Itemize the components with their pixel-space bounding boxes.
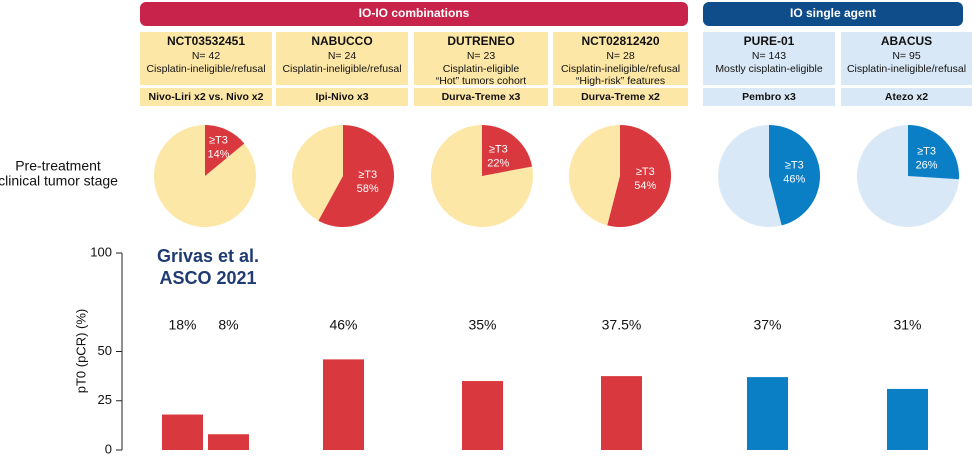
regimen-box [703, 88, 835, 106]
y-tick-label: 25 [98, 392, 112, 407]
group-header-bar [140, 2, 688, 26]
trial-name: DUTRENEO [447, 34, 514, 48]
pie-wedge [607, 125, 671, 227]
trial-box [414, 32, 548, 85]
value-label: 31% [893, 317, 921, 333]
y-tick-label: 0 [105, 441, 112, 456]
pie-value: 26% [916, 159, 938, 171]
regimen: Atezo x2 [885, 91, 928, 103]
pie-value: 54% [634, 180, 656, 192]
row-label: Pre-treatment [15, 158, 101, 174]
regimen-box [414, 88, 548, 106]
value-label: 37.5% [602, 317, 642, 333]
trial-desc: Cisplatin-ineligible/refusal [561, 63, 680, 75]
value-label: 35% [468, 317, 496, 333]
regimen: Durva-Treme x3 [442, 91, 521, 103]
trial-box [841, 32, 972, 85]
trial-n: N= 143 [752, 50, 786, 62]
pie-wedge [769, 125, 821, 226]
trial-desc: Mostly cisplatin-eligible [715, 63, 823, 75]
trial-name: NCT03532451 [167, 34, 245, 48]
source-title: ASCO 2021 [159, 268, 256, 288]
pie-value: 22% [487, 157, 509, 169]
bar [162, 414, 203, 450]
trial-box [553, 32, 688, 85]
trial-desc: Cisplatin-ineligible/refusal [282, 63, 401, 75]
bar [887, 388, 928, 450]
pie-label: ≥T3 [917, 145, 936, 157]
row-label: clinical tumor stage [0, 173, 118, 189]
regimen-box [276, 88, 408, 106]
pie-value: 46% [783, 174, 805, 186]
source-title: Grivas et al. [157, 246, 259, 266]
regimen: Pembro x3 [742, 91, 796, 103]
trial-name: NABUCCO [311, 34, 372, 48]
bar [462, 381, 503, 450]
value-label: 8% [218, 317, 238, 333]
y-tick-label: 50 [98, 343, 112, 358]
pie-label: ≥T3 [209, 134, 228, 146]
regimen-box [841, 88, 972, 106]
bar [747, 377, 788, 450]
regimen: Nivo-Liri x2 vs. Nivo x2 [149, 91, 264, 103]
trial-name: ABACUS [881, 34, 932, 48]
value-label: 46% [329, 317, 357, 333]
bar [323, 359, 364, 450]
regimen: Ipi-Nivo x3 [315, 91, 368, 103]
trial-desc: “High-risk” features [576, 75, 665, 87]
pie-wedge [205, 125, 245, 176]
trial-desc: “Hot” tumors cohort [436, 75, 527, 87]
pie-label: ≥T3 [358, 169, 377, 181]
value-label: 37% [753, 317, 781, 333]
trial-n: N= 24 [328, 50, 356, 62]
group-header-bar [703, 2, 963, 26]
y-axis-title: pT0 (pCR) (%) [73, 309, 88, 394]
pie-label: ≥T3 [636, 166, 655, 178]
pie-wedge [318, 125, 394, 227]
trial-box [276, 32, 408, 85]
bar [601, 376, 642, 450]
trial-n: N= 95 [892, 50, 920, 62]
group-title: IO-IO combinations [359, 6, 470, 20]
trial-desc: Cisplatin-eligible [443, 63, 520, 75]
bar [208, 434, 249, 450]
trial-n: N= 23 [467, 50, 495, 62]
pie-value: 58% [357, 183, 379, 195]
trial-desc: Cisplatin-ineligible/refusal [146, 63, 265, 75]
value-label: 18% [168, 317, 196, 333]
trial-name: NCT02812420 [581, 34, 659, 48]
regimen: Durva-Treme x2 [581, 91, 660, 103]
trial-n: N= 28 [606, 50, 634, 62]
group-title: IO single agent [790, 6, 876, 20]
trial-n: N= 42 [192, 50, 220, 62]
regimen-box [553, 88, 688, 106]
pie-label: ≥T3 [785, 160, 804, 172]
pie-wedge [482, 125, 533, 176]
trial-name: PURE-01 [744, 34, 795, 48]
trial-desc: Cisplatin-ineligible/refusal [847, 63, 966, 75]
regimen-box [140, 88, 272, 106]
pie-label: ≥T3 [489, 143, 508, 155]
trial-box [140, 32, 272, 85]
pie-wedge [908, 125, 959, 180]
trial-box [703, 32, 835, 85]
pie-value: 14% [207, 148, 229, 160]
y-tick-label: 100 [90, 244, 112, 259]
